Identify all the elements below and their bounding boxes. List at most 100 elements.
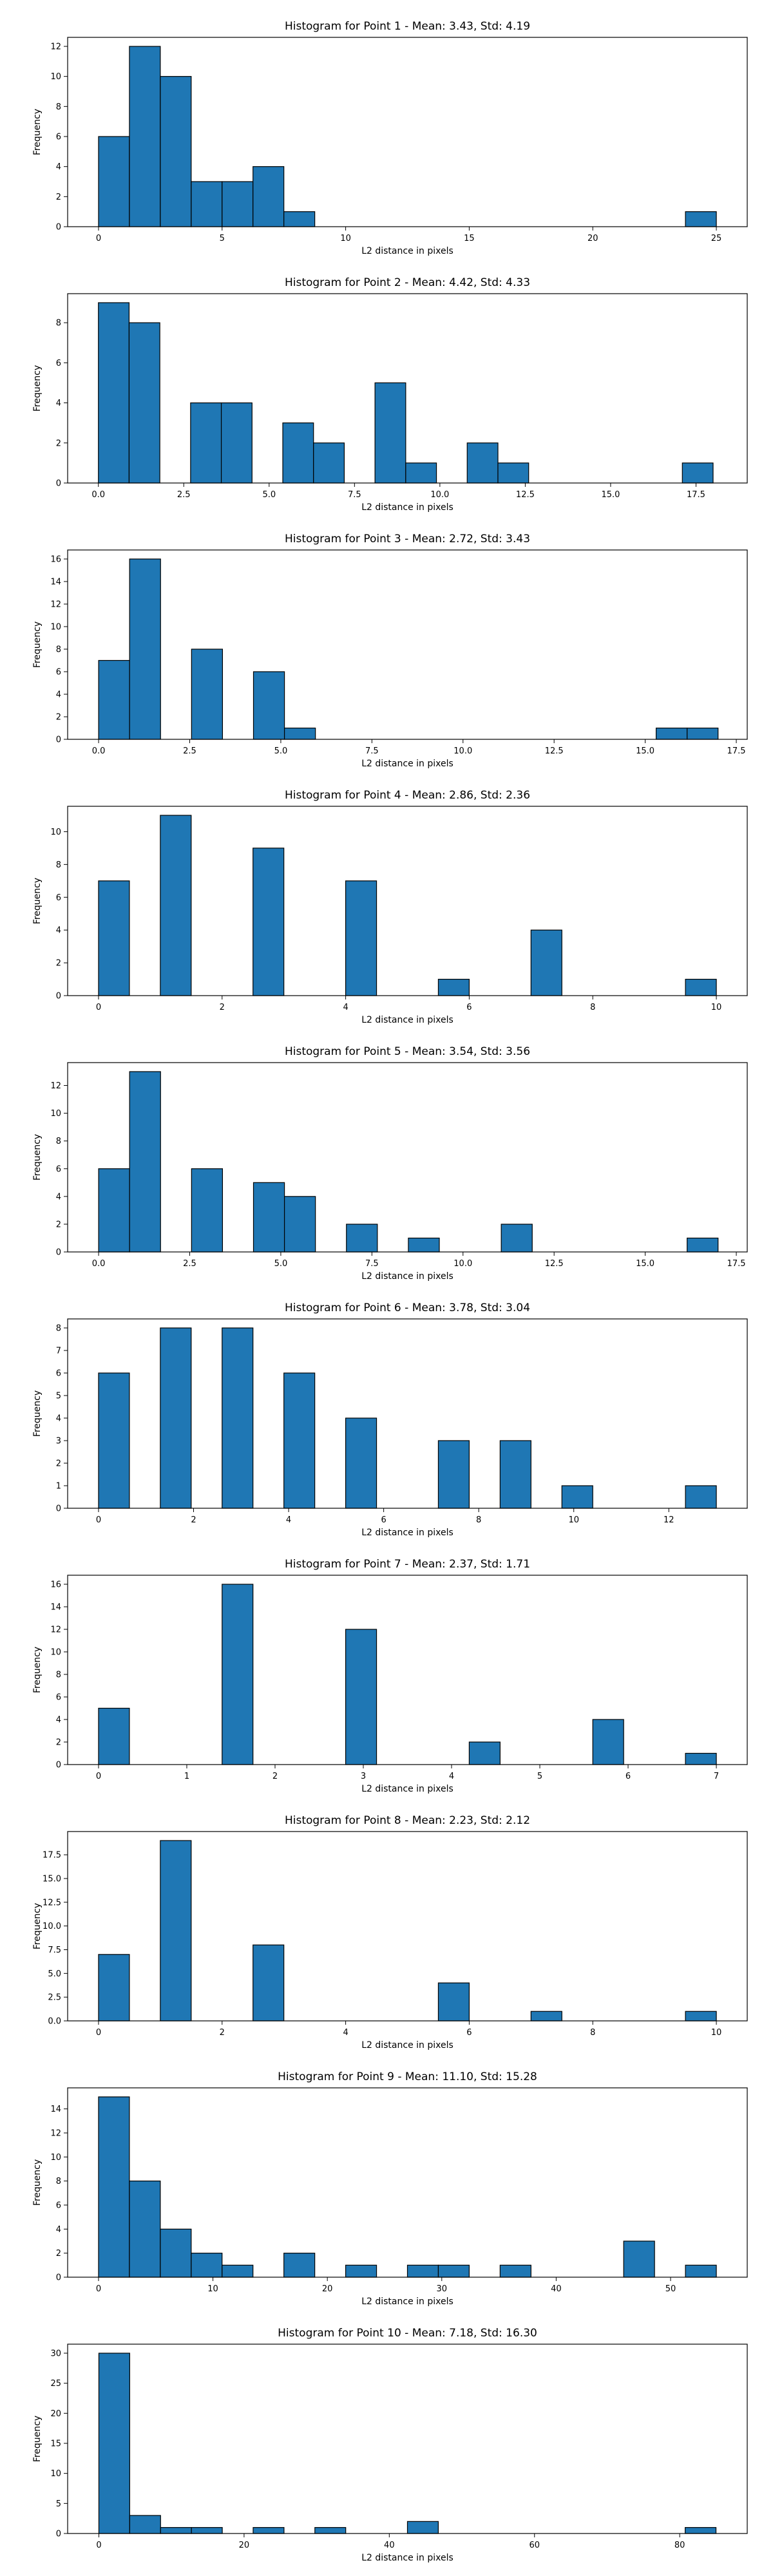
- y-tick-label: 16: [50, 1580, 61, 1590]
- histogram-bar: [345, 880, 377, 996]
- y-tick-label: 4: [56, 1414, 61, 1424]
- y-tick-label: 2: [56, 713, 61, 723]
- x-tick-label: 2.5: [183, 746, 196, 756]
- histogram-bar: [253, 1944, 285, 2022]
- histogram-bar: [222, 1327, 254, 1509]
- x-tick-label: 0: [96, 2284, 101, 2294]
- y-tick-label: 1: [56, 1482, 61, 1492]
- plot-area-frame: [67, 2087, 748, 2278]
- x-tick-label: 0: [96, 1003, 101, 1012]
- x-tick-label: 15: [464, 234, 475, 243]
- x-tick-label: 6: [466, 1003, 472, 1012]
- histogram-bar: [561, 1485, 593, 1509]
- y-tick-label: 8: [56, 1137, 61, 1146]
- x-tick-label: 10: [711, 1003, 722, 1012]
- histogram-bar: [253, 848, 285, 996]
- histogram-bar: [190, 402, 222, 484]
- x-tick-label: 8: [476, 1515, 481, 1525]
- x-tick-label: 17.5: [727, 746, 746, 756]
- x-tick-label: 10: [568, 1515, 579, 1525]
- x-tick-label: 10.0: [453, 746, 472, 756]
- histogram-bar: [685, 1485, 717, 1509]
- x-axis-label: L2 distance in pixels: [361, 2297, 453, 2307]
- y-tick-label: 4: [56, 1716, 61, 1725]
- histogram-bar: [129, 46, 161, 227]
- histogram-panel-1: Histogram for Point 1 - Mean: 3.43, Std:…: [32, 20, 748, 256]
- plot-area-frame: [67, 1062, 748, 1253]
- plot-area-frame: [67, 293, 748, 484]
- histogram-bar: [160, 1840, 192, 2022]
- histogram-bar: [346, 1224, 378, 1253]
- y-tick-label: 5.0: [48, 1969, 61, 1979]
- histogram-bar: [623, 2240, 655, 2278]
- y-tick-label: 10: [50, 828, 61, 837]
- y-tick-label: 10: [50, 1648, 61, 1658]
- histogram-panel-10: Histogram for Point 10 - Mean: 7.18, Std…: [32, 2327, 748, 2563]
- y-tick-label: 2: [56, 1738, 61, 1748]
- histogram-bar: [345, 1417, 377, 1509]
- y-tick-label: 4: [56, 926, 61, 936]
- y-tick-label: 2: [56, 439, 61, 448]
- x-tick-label: 4: [343, 1003, 348, 1012]
- x-tick-label: 20: [239, 2541, 250, 2550]
- histogram-bar: [499, 2264, 531, 2278]
- histogram-bar: [191, 2253, 223, 2278]
- chart-title: Histogram for Point 3 - Mean: 2.72, Std:…: [285, 533, 530, 545]
- x-tick-label: 0: [96, 2541, 101, 2550]
- x-tick-label: 8: [590, 2028, 595, 2038]
- histogram-bar: [468, 1741, 501, 1765]
- y-tick-label: 12: [50, 2129, 61, 2139]
- y-axis-label: Frequency: [32, 109, 43, 155]
- y-tick-label: 30: [50, 2349, 61, 2359]
- x-tick-label: 2: [272, 1772, 278, 1781]
- histogram-bar: [283, 211, 316, 227]
- histogram-bar: [191, 181, 223, 227]
- x-tick-label: 7: [714, 1772, 719, 1781]
- y-tick-label: 8: [56, 860, 61, 870]
- histogram-bar: [592, 1719, 624, 1765]
- x-tick-label: 12.5: [516, 490, 535, 500]
- histogram-bar: [687, 1237, 719, 1253]
- histogram-bar: [437, 978, 470, 996]
- histogram-bar: [98, 659, 130, 740]
- x-tick-label: 4: [343, 2028, 348, 2038]
- y-tick-label: 8: [56, 1324, 61, 1334]
- chart-title: Histogram for Point 6 - Mean: 3.78, Std:…: [285, 1302, 530, 1314]
- histogram-bar: [222, 2264, 254, 2278]
- x-tick-label: 5.0: [262, 490, 276, 500]
- y-tick-label: 12: [50, 1625, 61, 1635]
- y-tick-label: 10: [50, 623, 61, 632]
- x-tick-label: 30: [437, 2284, 448, 2294]
- x-tick-label: 10.0: [430, 490, 449, 500]
- histogram-bar: [128, 322, 160, 484]
- histogram-bar: [687, 727, 719, 740]
- y-tick-label: 4: [56, 399, 61, 408]
- y-tick-label: 7: [56, 1347, 61, 1356]
- y-tick-label: 7.5: [48, 1946, 61, 1955]
- histogram-bar: [220, 402, 253, 484]
- y-tick-label: 4: [56, 1192, 61, 1202]
- y-tick-label: 0: [56, 479, 61, 489]
- y-tick-label: 10: [50, 2469, 61, 2479]
- y-axis-label: Frequency: [32, 365, 43, 412]
- histogram-panel-2: Histogram for Point 2 - Mean: 4.42, Std:…: [32, 276, 748, 513]
- x-axis-label: L2 distance in pixels: [361, 1528, 453, 1538]
- x-tick-label: 40: [551, 2284, 562, 2294]
- histogram-bar: [497, 462, 530, 484]
- y-tick-label: 6: [56, 2201, 61, 2211]
- x-tick-label: 12.5: [545, 1259, 564, 1269]
- histogram-bar: [129, 1071, 161, 1253]
- histogram-bar: [685, 2264, 717, 2278]
- histogram-bar: [129, 558, 161, 740]
- histogram-bar: [160, 1327, 192, 1509]
- histogram-panel-7: Histogram for Point 7 - Mean: 2.37, Std:…: [32, 1558, 748, 1794]
- x-tick-label: 2.5: [183, 1259, 196, 1269]
- x-tick-label: 0: [96, 1515, 101, 1525]
- histogram-bar: [222, 181, 254, 227]
- x-tick-label: 7.5: [365, 746, 379, 756]
- histogram-bar: [501, 1224, 533, 1253]
- x-tick-label: 25: [711, 234, 722, 243]
- y-tick-label: 8: [56, 2177, 61, 2186]
- chart-title: Histogram for Point 2 - Mean: 4.42, Std:…: [285, 276, 530, 289]
